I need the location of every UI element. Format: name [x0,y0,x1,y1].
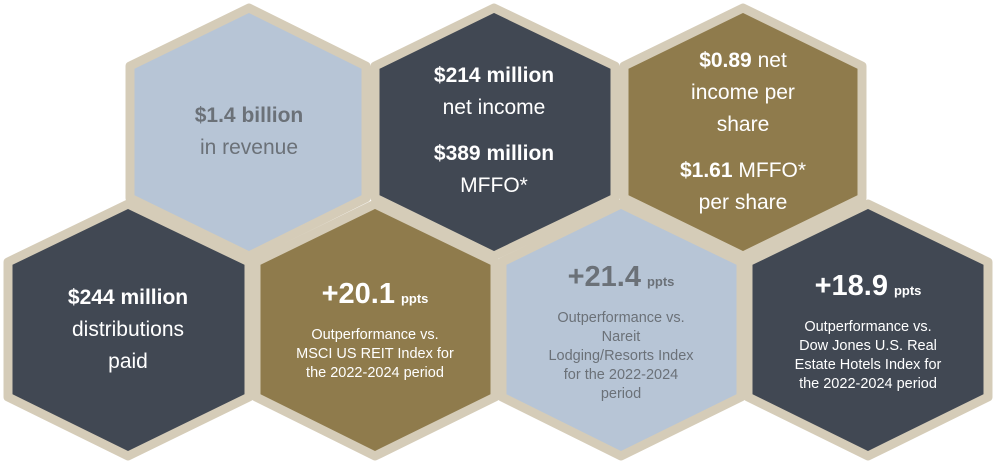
nareit-desc-2: Nareit [601,328,641,345]
msci-desc-1: Outperformance vs. [311,327,439,343]
mffo-label: MFFO* [460,174,528,197]
dow-jones-hexagon [743,199,993,461]
msci-hexagon [251,199,500,461]
msci-unit: ppts [400,291,429,306]
dow-jones-desc-4: the 2022-2024 period [799,376,937,392]
msci-desc-3: the 2022-2024 period [306,365,444,381]
distributions-hexagon [3,199,254,461]
msci-text: +20.1 ppts Outperformance vs. MSCI US REI… [270,262,480,397]
nareit-desc-3: Lodging/Resorts Index [548,347,694,364]
mffo-per-share-value: $1.61 [679,159,733,182]
msci-desc-2: MSCI US REIT Index for [296,346,454,362]
distributions-value: $244 million [67,285,189,309]
per-share-hexagon [619,3,867,261]
revenue-text: $1.4 billion in revenue [150,66,348,198]
dow-jones-desc-1: Outperformance vs. [804,319,932,335]
dow-jones-desc-2: Dow Jones U.S. Real [799,338,937,354]
eps-value: $0.89 [699,49,752,72]
dow-jones-unit: ppts [893,283,922,298]
nareit-hexagon [497,199,746,461]
mffo-value: $389 million [433,142,555,165]
nareit-value: +21.4 [567,260,641,293]
revenue-label: in revenue [199,136,299,159]
eps-label-3: share [716,113,770,136]
eps-label-1: net [757,49,787,72]
nareit-desc-4: for the 2022-2024 [563,366,679,383]
eps-label-2: income per [691,81,795,104]
dow-jones-text: +18.9 ppts Outperformance vs. Dow Jones U… [762,256,974,406]
per-share-text: $0.89 net income per share $1.61 MFFO* p… [644,40,842,224]
distributions-text: $244 million distributions paid [28,262,228,397]
net-income-value: $214 million [433,64,555,87]
net-income-label: net income [442,96,546,119]
mffo-per-share-label-1: MFFO* [738,159,807,182]
nareit-desc-1: Outperformance vs. [557,309,685,326]
distributions-label-1: distributions [71,317,185,341]
nareit-text: +21.4 ppts Outperformance vs. Nareit Lodg… [516,245,726,417]
revenue-hexagon [125,3,371,261]
net-income-hexagon [370,3,620,261]
dow-jones-desc-3: Estate Hotels Index for [794,357,942,373]
distributions-label-2: paid [108,349,148,373]
nareit-unit: ppts [646,273,675,289]
net-income-text: $214 million net income $389 million MFF… [395,55,593,207]
revenue-value: $1.4 billion [194,104,304,127]
msci-value: +20.1 [321,278,395,310]
mffo-per-share-label-2: per share [698,191,788,214]
nareit-desc-5: period [600,385,642,402]
revenue-value-line: $1.4 billion [195,100,304,132]
dow-jones-value: +18.9 [814,270,888,302]
